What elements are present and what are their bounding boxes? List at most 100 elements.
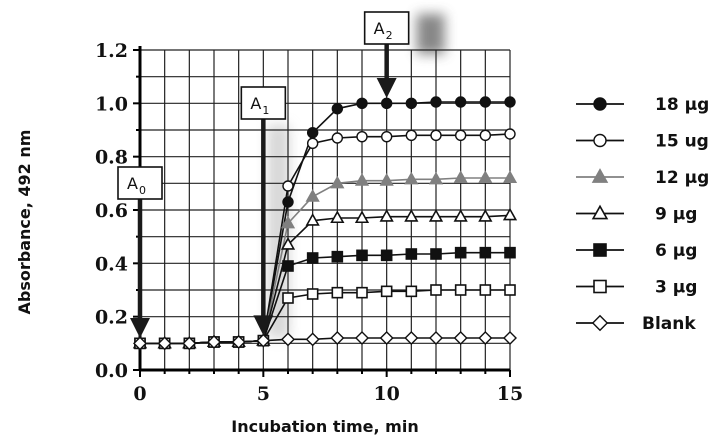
series-line [140,101,510,345]
annotations: A 0A 1A 2 [117,11,410,338]
data-point [306,126,319,139]
legend: 18 μg 15 ug 12 μg 9 μg 6 μg 3 μg Blank [576,95,709,334]
series-line [140,251,510,345]
legend-label: Blank [642,314,696,334]
y-tick-label: 0.6 [95,200,128,222]
data-point [354,210,370,224]
data-point [453,331,468,345]
x-tick-label: 5 [257,383,270,405]
data-point [430,129,442,142]
y-tick-label: 0.8 [95,147,128,169]
data-point [207,335,221,349]
legend-marker [593,97,607,111]
data-point [503,331,517,345]
data-point [356,97,368,110]
data-point [405,129,418,142]
data-point [256,333,271,348]
series-line [140,177,510,345]
legend-item: Blank [576,314,696,334]
shadow-band [416,14,445,54]
annotation-subscript: 2 [386,29,393,42]
data-point [231,335,246,349]
annotation-arrow-head [376,78,397,98]
data-point [133,336,147,351]
data-point [282,260,294,272]
annotation-box [117,166,163,200]
data-point [330,175,345,189]
data-point [428,171,444,185]
data-point [157,336,172,351]
data-point [305,189,320,202]
data-point [379,331,394,345]
data-point [306,288,319,300]
annotation-subscript: 0 [139,184,146,197]
legend-label: 18 μg [655,95,709,115]
series-line [140,337,510,345]
data-point [453,170,468,184]
legend-label: 9 μg [655,205,697,225]
series [132,170,518,349]
data-point [331,132,344,144]
data-point [306,137,319,150]
data-point [454,246,467,259]
data-point [430,248,442,260]
data-point [404,171,419,185]
annotation-label: A [374,19,385,38]
annotation-subscript: 1 [262,104,269,117]
series-line [140,214,511,345]
data-point [430,96,442,108]
data-point [454,284,467,296]
legend-label: 6 μg [655,241,697,261]
data-point [305,332,320,347]
data-point [282,180,294,192]
data-point [331,102,344,115]
data-point [330,210,345,224]
data-point [479,284,492,296]
x-tick-label: 10 [373,383,399,405]
annotation-label: A [127,174,138,193]
data-point [330,331,345,345]
series [133,331,517,351]
data-point [404,331,419,345]
data-point [428,209,444,222]
data-point [306,252,319,264]
data-point [479,96,492,108]
y-tick-label: 1.0 [95,93,128,115]
annotation-box [363,11,410,45]
legend-item: 6 μg [576,241,697,261]
annotation-arrow-head [130,318,150,338]
data-point [502,170,518,184]
legend-item: 9 μg [576,205,697,225]
data-point [331,250,344,263]
y-tick-label: 1.2 [95,40,128,62]
data-point [454,96,467,108]
data-point [502,207,518,221]
data-point [504,128,516,140]
data-point [379,173,394,186]
data-point [504,284,516,296]
x-tick-label: 15 [497,383,523,405]
data-point [380,97,393,110]
data-point [478,170,493,184]
legend-marker [591,204,609,220]
legend-item: 18 μg [576,95,709,115]
legend-item: 15 ug [576,132,709,152]
data-point [380,130,393,143]
data-point [405,285,418,298]
data-point [404,209,419,222]
y-tick-label: 0.0 [95,360,128,382]
data-point [354,173,370,186]
data-point [280,237,296,250]
grid [139,49,511,371]
data-point [504,96,516,108]
legend-marker [593,243,607,257]
data-point [479,246,492,259]
data-point [356,249,368,262]
data-point [282,292,294,304]
x-tick-label: 0 [133,383,146,405]
annotation-box [240,86,287,120]
y-tick-label: 0.2 [95,307,128,329]
